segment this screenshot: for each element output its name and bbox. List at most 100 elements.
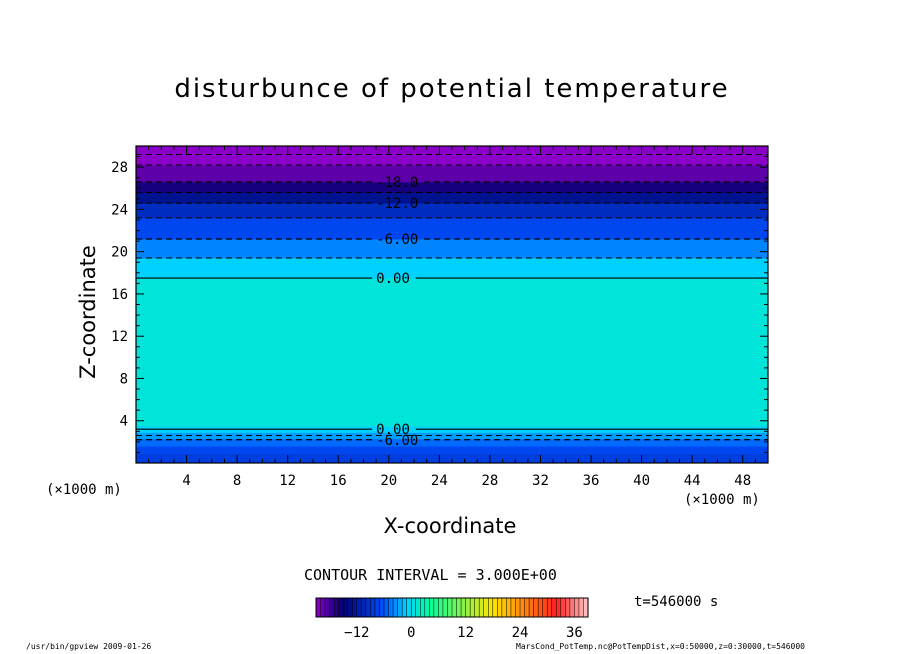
- y-tick-label: 16: [111, 287, 128, 303]
- colorbar-cell: [551, 597, 557, 618]
- colorbar-cell: [447, 597, 453, 618]
- contour-lines: 0.00-6.000.00-6.00-12.0-18.0: [136, 153, 768, 449]
- colorbar-cell: [397, 597, 403, 618]
- contour-label: 0.00: [376, 271, 410, 287]
- colorbar-cell: [392, 597, 399, 618]
- colorbar-cell: [406, 597, 412, 618]
- x-axis-label: X-coordinate: [383, 514, 517, 538]
- x-tick-label: 36: [583, 473, 600, 489]
- x-unit-left: (×1000 m): [46, 482, 122, 498]
- x-tick-label: 24: [431, 473, 448, 489]
- contour-interval-label: CONTOUR INTERVAL = 3.000E+00: [304, 566, 557, 584]
- colorbar-cell: [329, 597, 335, 618]
- colorbar-cell: [429, 597, 435, 618]
- colorbar-cell: [315, 597, 322, 618]
- x-tick-label: 32: [532, 473, 549, 489]
- colorbar-tick-label: −12: [344, 625, 369, 641]
- color-bands: [136, 146, 768, 463]
- contour-label: -6.00: [376, 433, 418, 449]
- colorbar-tick-label: 24: [512, 625, 529, 641]
- color-band: [136, 453, 768, 463]
- colorbar-cell: [574, 597, 580, 618]
- colorbar-cell: [370, 597, 376, 618]
- x-tick-label: 4: [182, 473, 190, 489]
- colorbar-cell: [424, 597, 430, 618]
- colorbar-cell: [420, 597, 426, 618]
- x-tick-label: 20: [380, 473, 397, 489]
- contour-label: 0.00: [376, 422, 410, 438]
- colorbar-cell: [410, 597, 417, 618]
- color-band: [136, 258, 768, 279]
- color-band: [136, 181, 768, 193]
- colorbar-frame: [315, 597, 589, 618]
- x-tick-label: 44: [684, 473, 701, 489]
- y-tick-label: 24: [111, 202, 128, 218]
- colorbar-cell: [438, 597, 444, 618]
- colorbar-cell: [415, 597, 421, 618]
- time-label: t=546000 s: [634, 594, 719, 610]
- x-unit-right: (×1000 m): [684, 492, 760, 508]
- colorbar: −12 0 12 24 36: [315, 597, 589, 641]
- colorbar-cell: [442, 597, 449, 618]
- colorbar-cell: [515, 597, 521, 618]
- chart-title: disturbunce of potential temperature: [174, 74, 730, 104]
- y-tick-label: 28: [111, 160, 128, 176]
- colorbar-cell: [569, 597, 575, 618]
- colorbar-cell: [451, 597, 458, 618]
- colorbar-cell: [506, 597, 512, 618]
- color-band: [136, 217, 768, 240]
- footer-left: /usr/bin/gpview 2009-01-26: [26, 642, 152, 651]
- colorbar-cell: [469, 597, 476, 618]
- colorbar-cell: [528, 597, 535, 618]
- color-band: [136, 165, 768, 183]
- colorbar-cell: [465, 597, 471, 618]
- y-tick-label: 4: [120, 414, 128, 430]
- contour-label: -12.0: [376, 196, 418, 212]
- colorbar-cell: [460, 597, 467, 618]
- x-tick-label: 48: [734, 473, 751, 489]
- colorbar-cell: [365, 597, 371, 618]
- colorbar-cell: [347, 597, 353, 618]
- contour-label: -6.00: [376, 232, 418, 248]
- color-band: [136, 438, 768, 447]
- colorbar-cell: [537, 597, 544, 618]
- colorbar-cell: [492, 597, 498, 618]
- colorbar-cell: [456, 597, 462, 618]
- colorbar-cell: [342, 597, 349, 618]
- color-band: [136, 238, 768, 259]
- color-band: [136, 192, 768, 204]
- footer-right: MarsCond_PotTemp.nc@PotTempDist,x=0:5000…: [516, 642, 805, 651]
- colorbar-cell: [478, 597, 485, 618]
- colorbar-cell: [361, 597, 367, 618]
- colorbar-cell: [533, 597, 539, 618]
- contour-label: -18.0: [376, 175, 418, 191]
- y-axis-label: Z-coordinate: [76, 245, 100, 379]
- colorbar-cell: [565, 597, 571, 618]
- colorbar-cell: [524, 597, 530, 618]
- colorbar-cell: [560, 597, 566, 618]
- colorbar-cell: [388, 597, 394, 618]
- x-tick-label: 16: [330, 473, 347, 489]
- color-band: [136, 203, 768, 219]
- x-tick-label: 40: [633, 473, 650, 489]
- colorbar-cell: [433, 597, 439, 618]
- colorbar-cell: [383, 597, 390, 618]
- colorbar-cell: [320, 597, 326, 618]
- colorbar-cell: [546, 597, 553, 618]
- colorbar-tick-label: 0: [407, 625, 415, 641]
- colorbar-cell: [542, 597, 548, 618]
- x-tick-label: 8: [233, 473, 241, 489]
- colorbar-cell: [488, 597, 494, 618]
- colorbar-tick-label: 36: [566, 625, 583, 641]
- colorbar-cell: [374, 597, 381, 618]
- colorbar-cell: [497, 597, 503, 618]
- colorbar-cell: [556, 597, 562, 618]
- color-band: [136, 446, 768, 454]
- y-tick-label: 12: [111, 329, 128, 345]
- x-tick-label: 28: [481, 473, 498, 489]
- colorbar-tick-label: 12: [457, 625, 474, 641]
- colorbar-cell: [510, 597, 517, 618]
- color-band: [136, 146, 768, 155]
